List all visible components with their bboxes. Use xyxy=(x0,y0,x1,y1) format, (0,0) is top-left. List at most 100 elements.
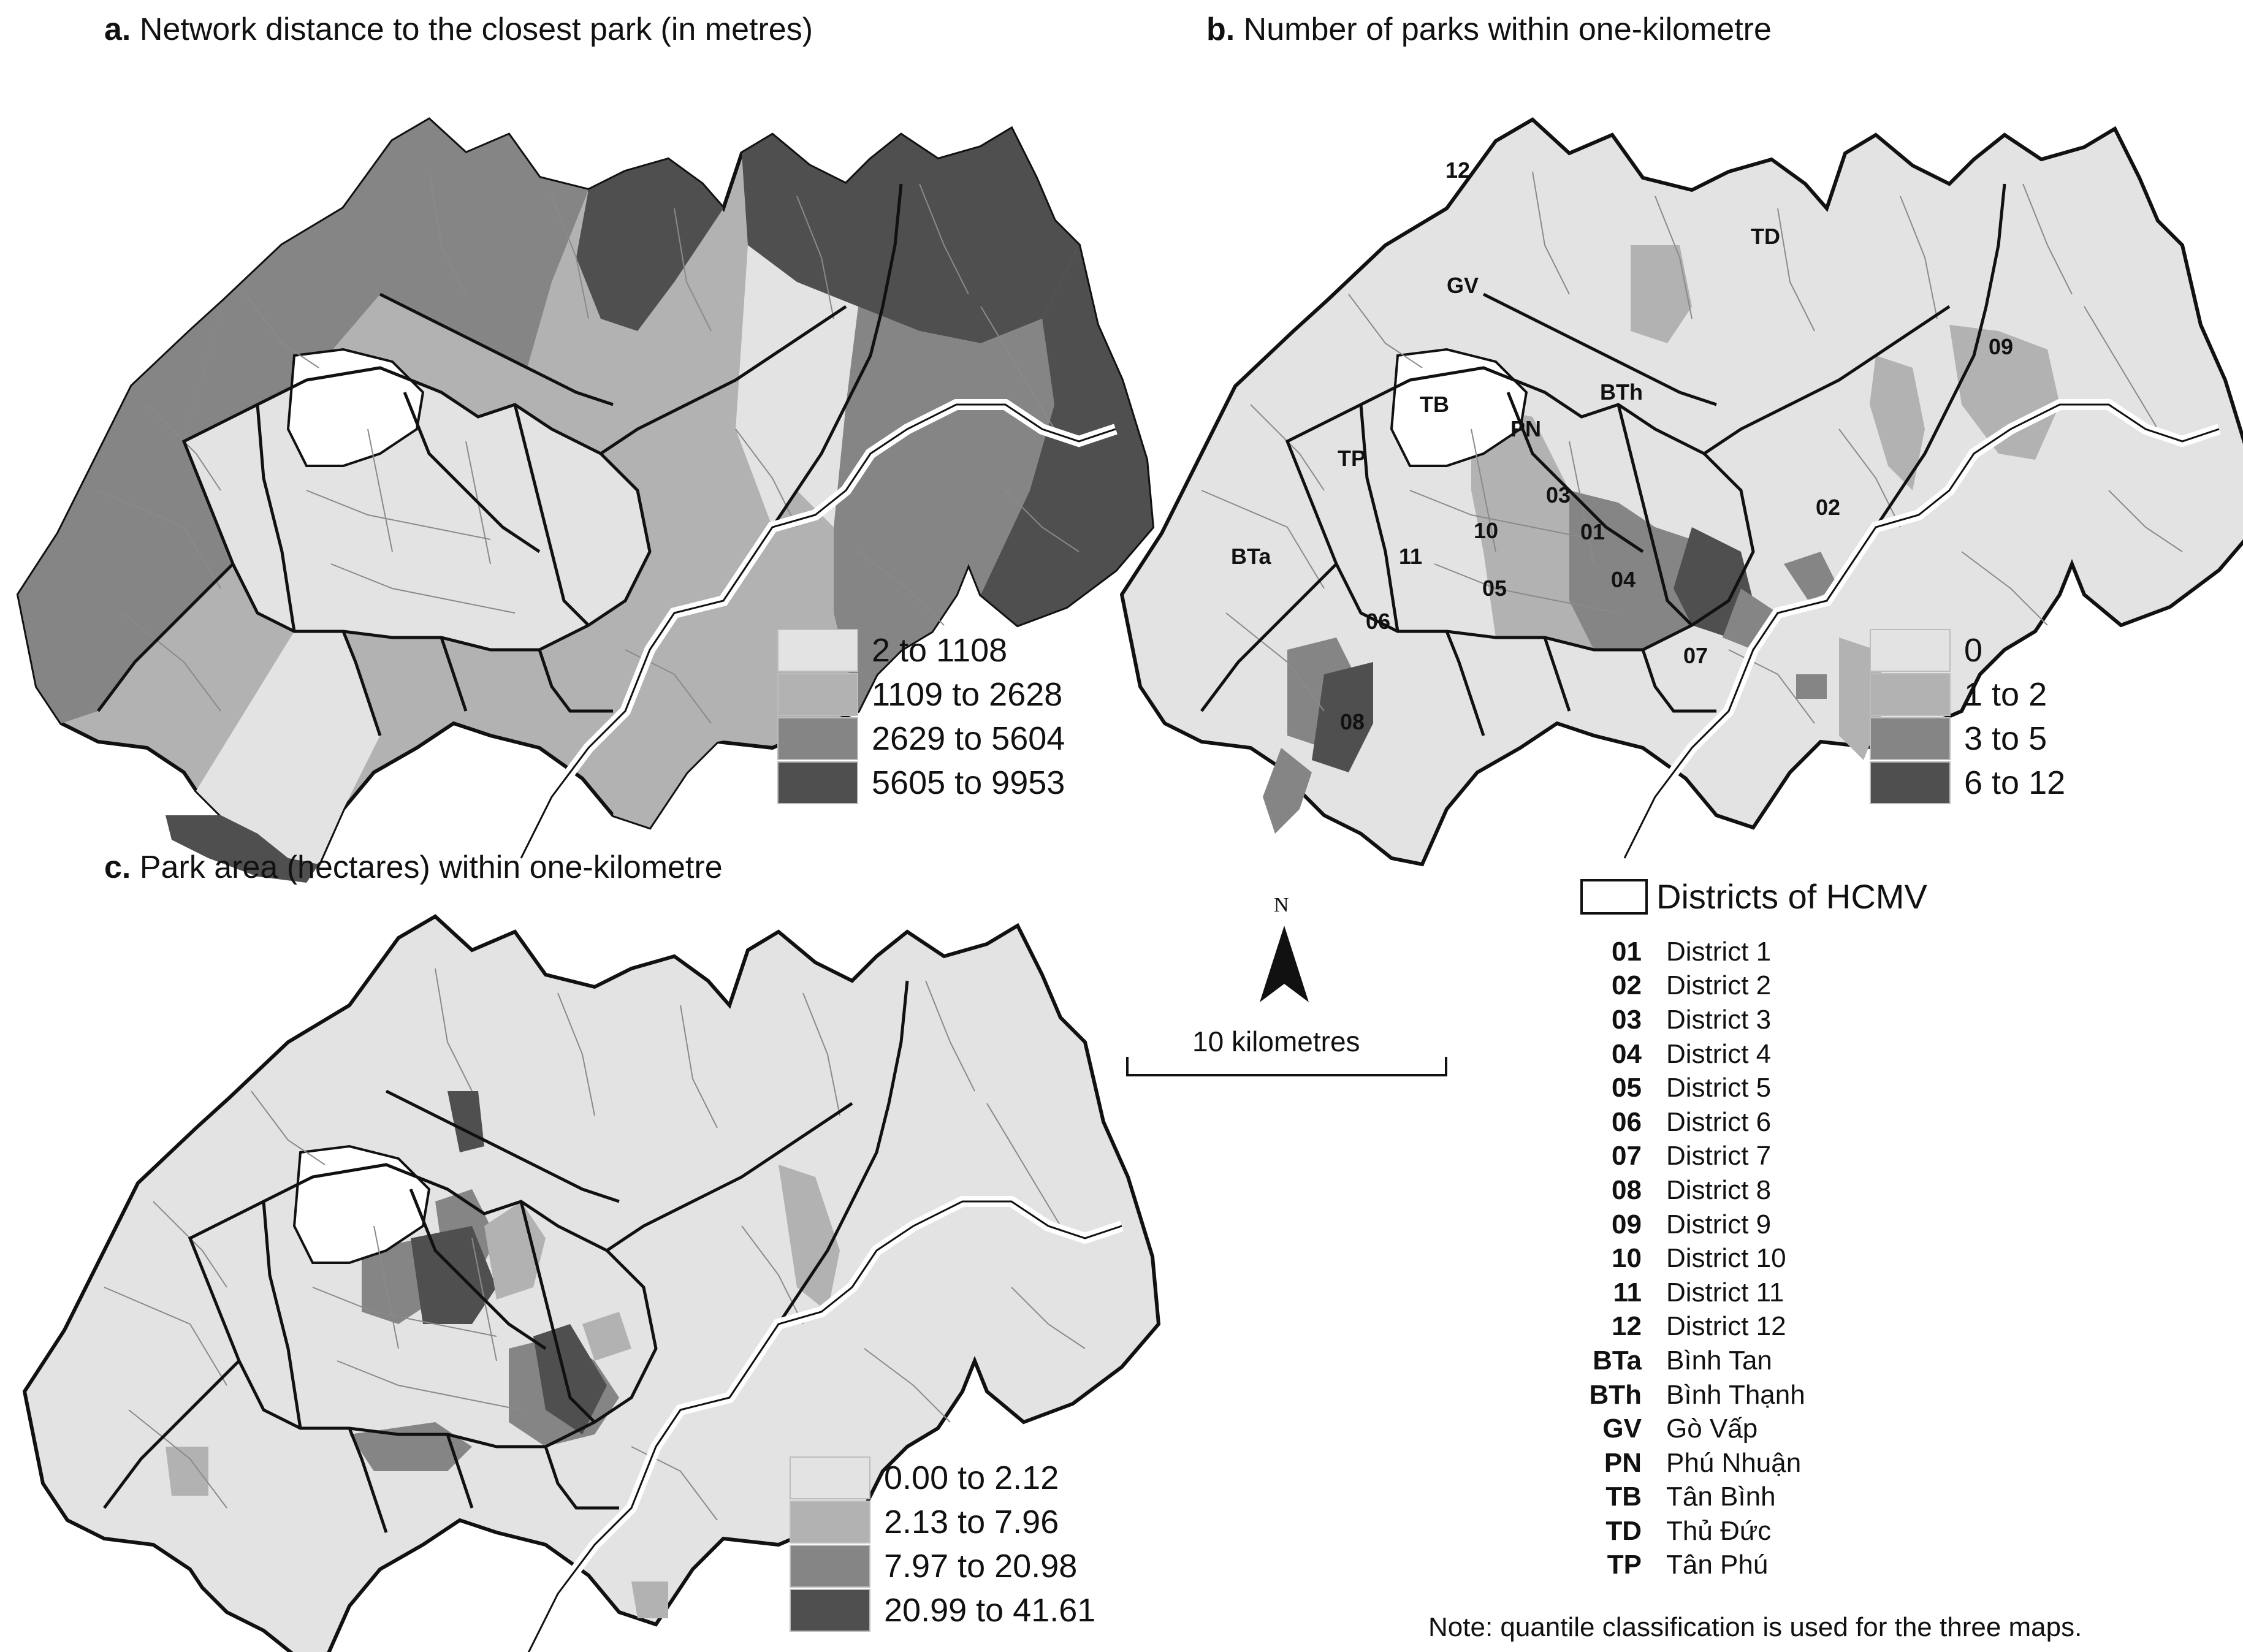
district-code: 11 xyxy=(1613,1277,1642,1308)
map-label: 09 xyxy=(1989,334,2013,359)
legend-a-label: 2629 to 5604 xyxy=(872,720,1065,757)
panel-a-title-text: Network distance to the closest park (in… xyxy=(139,12,813,47)
map-b-north-patch xyxy=(1631,245,1692,343)
map-a xyxy=(18,120,1152,883)
map-b-district8-dark xyxy=(1312,662,1373,772)
district-name: Gò Vấp xyxy=(1666,1414,1758,1444)
legend-b-swatch xyxy=(1870,761,1951,804)
district-row: 03 District 3 xyxy=(1580,1003,1927,1037)
district-row: BTa Bình Tan xyxy=(1580,1344,1927,1378)
district-code: PN xyxy=(1604,1447,1642,1478)
legend-b-swatch xyxy=(1870,717,1951,760)
district-name: Bình Thạnh xyxy=(1666,1379,1805,1410)
legend-a-label: 1109 to 2628 xyxy=(872,676,1063,713)
map-label: 02 xyxy=(1816,495,1840,520)
district-code: TB xyxy=(1605,1482,1642,1512)
legend-b-label: 0 xyxy=(1964,632,1983,669)
map-a-north-dark-zone xyxy=(576,159,723,331)
district-row: 10 District 10 xyxy=(1580,1241,1927,1276)
map-label: 06 xyxy=(1366,609,1390,634)
map-c-district7-light xyxy=(631,1582,668,1618)
district-row: 09 District 9 xyxy=(1580,1208,1927,1242)
map-label: 04 xyxy=(1611,567,1636,592)
map-b-district7-small xyxy=(1796,674,1827,699)
district-row: 04 District 4 xyxy=(1580,1037,1927,1072)
district-row: GV Gò Vấp xyxy=(1580,1412,1927,1446)
map-a-northwest-zone xyxy=(184,120,509,441)
district-code: 03 xyxy=(1612,1004,1642,1035)
district-boundary-swatch xyxy=(1580,878,1648,915)
map-b-thuduc-patch xyxy=(1870,356,1925,490)
district-code: 04 xyxy=(1612,1038,1642,1069)
district-code: 02 xyxy=(1612,970,1642,1001)
legend-b-swatch xyxy=(1870,673,1951,716)
map-label: 10 xyxy=(1474,518,1498,543)
district-code: 09 xyxy=(1612,1209,1642,1239)
legend-c: 0.00 to 2.12 2.13 to 7.96 7.97 to 20.98 … xyxy=(790,1456,1095,1632)
district-row: 05 District 5 xyxy=(1580,1071,1927,1105)
map-c xyxy=(25,916,1159,1652)
district-name: Tân Bình xyxy=(1666,1482,1776,1512)
scale-label: 10 kilometres xyxy=(1192,1026,1360,1057)
district-name: Phú Nhuận xyxy=(1666,1447,1802,1478)
district-name: District 8 xyxy=(1666,1174,1772,1205)
district-row: 06 District 6 xyxy=(1580,1105,1927,1140)
legend-c-swatch xyxy=(790,1589,870,1632)
map-b-southwest-patch xyxy=(1263,748,1312,834)
district-name: Bình Tan xyxy=(1666,1345,1772,1376)
panel-b-title-text: Number of parks within one-kilometre xyxy=(1243,12,1772,47)
north-label: N xyxy=(1274,894,1289,916)
district-row: 11 District 11 xyxy=(1580,1276,1927,1310)
map-b-district9-patch xyxy=(1949,325,2060,460)
map-label: TP xyxy=(1338,446,1366,471)
map-label: 08 xyxy=(1340,709,1365,734)
map-a-north-zone xyxy=(380,135,588,368)
district-code: TP xyxy=(1607,1550,1642,1580)
district-name: District 2 xyxy=(1666,970,1772,1001)
district-row: 01 District 1 xyxy=(1580,935,1927,969)
legend-c-swatch xyxy=(790,1501,870,1544)
district-row: 08 District 8 xyxy=(1580,1173,1927,1208)
district-name: Thủ Đức xyxy=(1666,1515,1772,1546)
north-arrow-icon xyxy=(1260,926,1309,1002)
district-name: District 10 xyxy=(1666,1243,1786,1274)
district-code: 06 xyxy=(1612,1106,1642,1137)
panel-c-title-text: Park area (hectares) within one-kilometr… xyxy=(139,850,723,885)
map-label: TD xyxy=(1751,224,1780,249)
legend-b-label: 6 to 12 xyxy=(1964,764,2066,801)
map-c-west-light xyxy=(166,1447,208,1496)
district-name: District 12 xyxy=(1666,1311,1786,1342)
district-list: 01 District 1 02 District 2 03 District 3 0… xyxy=(1580,935,1927,1582)
legend-a-swatch xyxy=(777,673,858,716)
district-row: TP Tân Phú xyxy=(1580,1548,1927,1583)
legend-c-swatch xyxy=(790,1545,870,1588)
legend-a-label: 2 to 1108 xyxy=(872,632,1008,669)
map-b xyxy=(1122,120,2243,864)
map-c-binhthanh-light xyxy=(484,1201,546,1300)
legend-a-row: 5605 to 9953 xyxy=(777,761,1065,805)
scale-bar xyxy=(1126,1057,1447,1076)
panel-a-letter: a. xyxy=(104,12,131,47)
district-code: GV xyxy=(1602,1414,1642,1444)
map-b-district4-patch xyxy=(1723,588,1778,650)
panel-b-letter: b. xyxy=(1206,12,1235,47)
legend-b-label: 3 to 5 xyxy=(1964,720,2047,757)
panel-a-title: a. Network distance to the closest park … xyxy=(104,11,813,48)
district-code: 08 xyxy=(1612,1174,1642,1205)
district-name: District 1 xyxy=(1666,936,1772,967)
panel-c-letter: c. xyxy=(104,850,131,885)
district-legend-header: Districts of HCMV xyxy=(1580,877,1927,916)
legend-b-swatch xyxy=(1870,629,1951,672)
district-row: BTh Bình Thạnh xyxy=(1580,1378,1927,1412)
panel-c-title: c. Park area (hectares) within one-kilom… xyxy=(104,849,723,886)
legend-a: 2 to 1108 1109 to 2628 2629 to 5604 5605… xyxy=(777,628,1065,805)
district-name: Tân Phú xyxy=(1666,1550,1769,1580)
classification-note: Note: quantile classification is used fo… xyxy=(1428,1612,2082,1642)
legend-a-row: 2629 to 5604 xyxy=(777,717,1065,761)
map-label: BTa xyxy=(1231,544,1271,569)
legend-c-row: 7.97 to 20.98 xyxy=(790,1544,1095,1588)
district-row: PN Phú Nhuận xyxy=(1580,1446,1927,1480)
legend-b-row: 0 xyxy=(1870,628,2065,672)
